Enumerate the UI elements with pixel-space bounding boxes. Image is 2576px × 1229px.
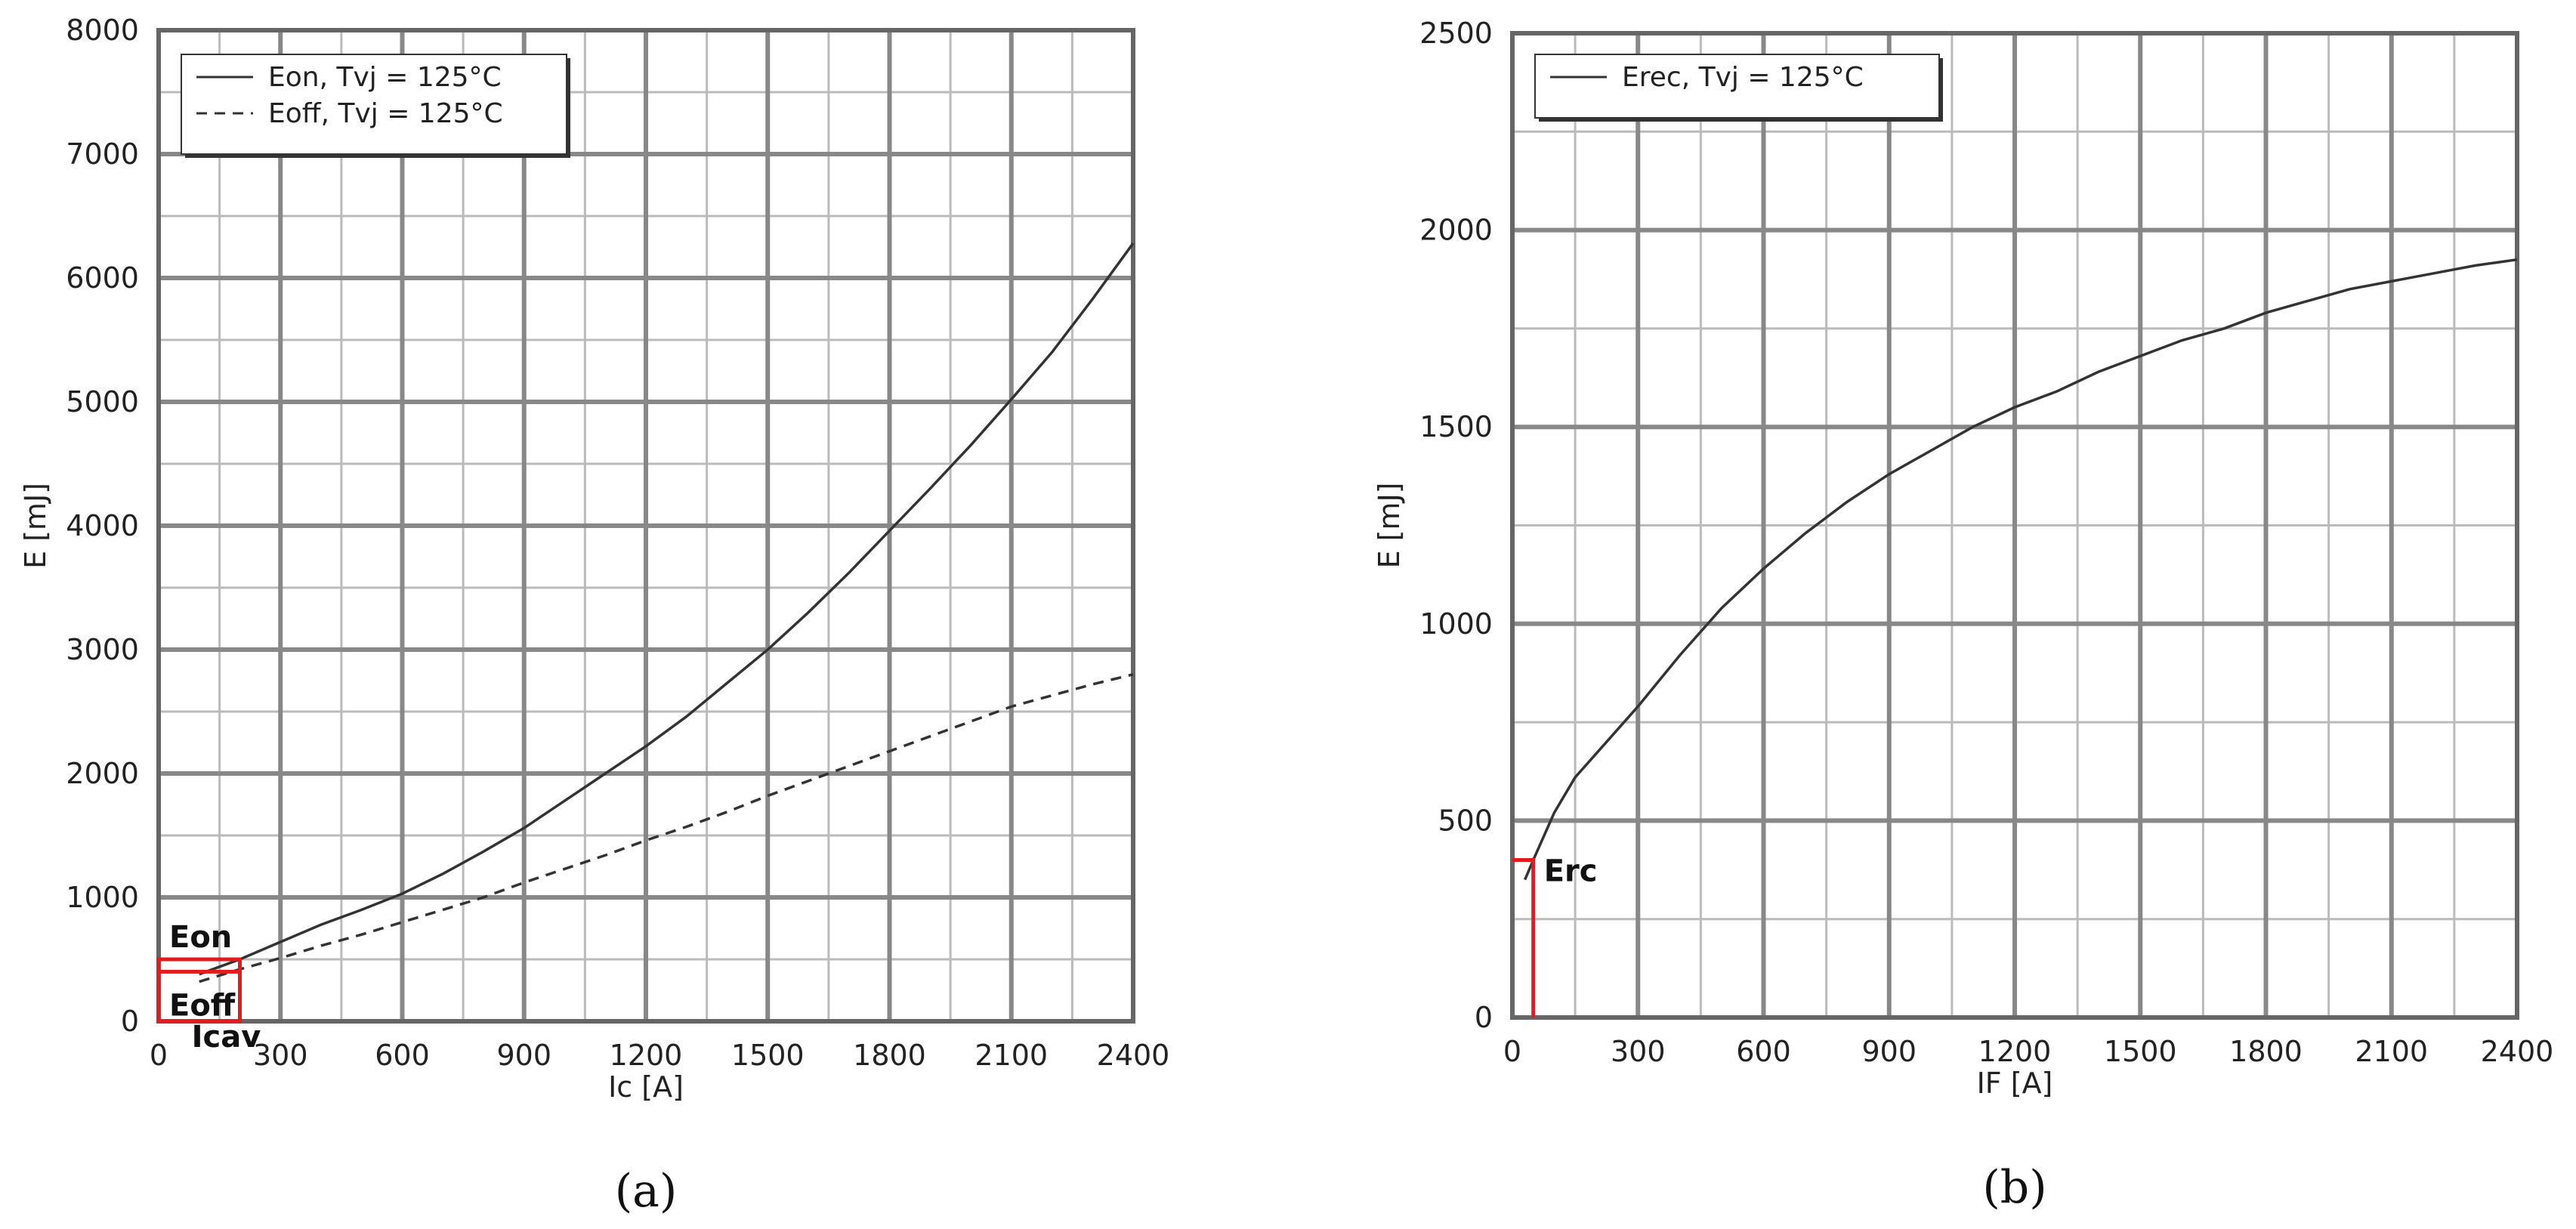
chart-a-x-tick-label: 1500 bbox=[731, 1039, 805, 1072]
chart-a-y-tick-label: 3000 bbox=[66, 633, 139, 666]
chart-b-annotations: Erc bbox=[1512, 854, 1597, 1017]
chart-b-x-tick-label: 1200 bbox=[1978, 1035, 2052, 1068]
chart-a-y-tick-label: 6000 bbox=[66, 261, 139, 295]
chart-b-y-tick-label: 0 bbox=[1475, 1001, 1493, 1034]
chart-a-series-line-1 bbox=[199, 673, 1134, 984]
icav-annotation: Icav bbox=[192, 1020, 261, 1055]
chart-a-x-tick-label: 1800 bbox=[853, 1039, 926, 1072]
chart-b-legend: Erec, Tvj = 125°C bbox=[1534, 54, 1943, 122]
chart-a-legend-label: Eon, Tvj = 125°C bbox=[268, 62, 502, 93]
chart-b-x-tick-label: 0 bbox=[1503, 1035, 1521, 1068]
chart-b-x-tick-label: 1800 bbox=[2229, 1035, 2303, 1068]
chart-b-caption: (b) bbox=[1982, 1161, 2046, 1214]
erc-annotation: Erc bbox=[1544, 854, 1598, 889]
chart-b-x-tick-label: 1500 bbox=[2104, 1035, 2177, 1068]
chart-a-ticks: 0 300 600 900 1200 1500 1800 2100 2400 0 1000 2000 3… bbox=[66, 14, 1169, 1072]
chart-a-y-tick-label: 0 bbox=[121, 1005, 139, 1038]
chart-a-x-tick-label: 2400 bbox=[1097, 1039, 1170, 1072]
chart-b-grid bbox=[1510, 31, 2519, 1020]
chart-b-y-tick-label: 2500 bbox=[1419, 17, 1493, 50]
chart-a-legend-box bbox=[181, 54, 567, 155]
chart-b-frame bbox=[1510, 31, 2519, 1020]
chart-a-y-tick-label: 5000 bbox=[66, 385, 139, 418]
chart-b-x-tick-label: 300 bbox=[1611, 1035, 1666, 1068]
chart-a-x-tick-label: 900 bbox=[496, 1039, 551, 1072]
chart-b-ylabel: E [mJ] bbox=[1373, 483, 1406, 569]
chart-a-series-line-0 bbox=[199, 242, 1135, 976]
eon-marker-box bbox=[156, 957, 242, 1024]
chart-a-caption: (a) bbox=[615, 1165, 678, 1218]
chart-b-legend-box bbox=[1534, 54, 1940, 119]
chart-b-x-tick-label: 900 bbox=[1861, 1035, 1917, 1068]
chart-a-y-tick-label: 8000 bbox=[66, 14, 139, 47]
chart-a-x-tick-label: 300 bbox=[253, 1039, 308, 1072]
chart-b-y-tick-label: 2000 bbox=[1419, 214, 1493, 247]
chart-a-x-tick-label: 0 bbox=[150, 1039, 168, 1072]
erc-marker-line bbox=[1512, 858, 1536, 1017]
chart-a-legend: Eon, Tvj = 125°C Eoff, Tvj = 125°C bbox=[181, 54, 570, 158]
chart-a: 0 300 600 900 1200 1500 1800 2100 2400 0 1000 2000 3… bbox=[19, 14, 1169, 1218]
chart-a-xlabel: Ic [A] bbox=[608, 1070, 684, 1104]
chart-b-x-tick-label: 2400 bbox=[2481, 1035, 2554, 1068]
eon-annotation: Eon bbox=[169, 920, 232, 955]
chart-a-y-tick-label: 7000 bbox=[66, 137, 139, 171]
chart-b: 0 300 600 900 1200 1500 1800 2100 2400 0 500 1000 15… bbox=[1373, 17, 2553, 1214]
chart-a-y-tick-label: 1000 bbox=[66, 881, 139, 914]
chart-a-series bbox=[199, 242, 1135, 984]
chart-b-ticks: 0 300 600 900 1200 1500 1800 2100 2400 0 500 1000 15… bbox=[1419, 17, 2553, 1068]
chart-a-y-tick-label: 2000 bbox=[66, 757, 139, 790]
chart-a-grid bbox=[156, 28, 1135, 1024]
chart-b-y-tick-label: 500 bbox=[1438, 804, 1493, 837]
chart-a-ylabel: E [mJ] bbox=[19, 483, 52, 569]
chart-a-x-tick-label: 2100 bbox=[974, 1039, 1048, 1072]
chart-b-y-tick-label: 1500 bbox=[1419, 410, 1493, 443]
chart-a-frame bbox=[156, 28, 1135, 1024]
eoff-annotation: Eoff bbox=[169, 988, 236, 1023]
chart-b-x-tick-label: 2100 bbox=[2355, 1035, 2428, 1068]
chart-a-legend-label: Eoff, Tvj = 125°C bbox=[268, 98, 503, 129]
chart-b-series-line-0 bbox=[1524, 258, 2518, 881]
chart-b-y-tick-label: 1000 bbox=[1419, 607, 1493, 641]
chart-b-legend-label: Erec, Tvj = 125°C bbox=[1622, 62, 1864, 93]
chart-b-x-tick-label: 600 bbox=[1736, 1035, 1791, 1068]
chart-a-y-tick-label: 4000 bbox=[66, 509, 139, 542]
chart-a-x-tick-label: 1200 bbox=[610, 1039, 683, 1072]
chart-b-xlabel: IF [A] bbox=[1977, 1067, 2053, 1100]
chart-b-series bbox=[1524, 258, 2518, 881]
chart-a-x-tick-label: 600 bbox=[375, 1039, 430, 1072]
